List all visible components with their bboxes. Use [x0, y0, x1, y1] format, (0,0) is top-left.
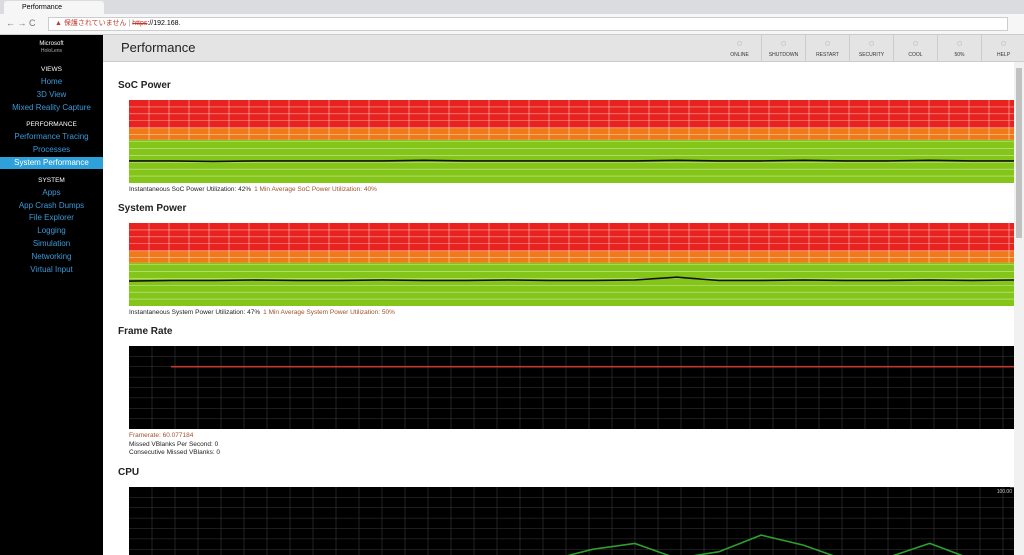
url-scheme: https [132, 20, 148, 27]
nav-link[interactable]: Mixed Reality Capture [12, 102, 91, 112]
header-button[interactable]: COOL [908, 52, 923, 58]
button-icon[interactable]: ◌ [824, 38, 831, 48]
button-icon[interactable]: ◌ [780, 38, 787, 48]
nav-link[interactable]: File Explorer [29, 213, 74, 223]
nav-link[interactable]: Logging [37, 226, 66, 236]
caption: Framerate: 60.077184 [129, 432, 194, 439]
nav-link[interactable]: 3D View [36, 89, 67, 99]
header-button[interactable]: SHUTDOWN [768, 52, 799, 58]
chart [129, 100, 1014, 183]
warning-icon: ▲ [55, 20, 64, 27]
nav-link[interactable]: Virtual Input [30, 264, 73, 274]
security-state: 保護されていません [63, 20, 127, 27]
button-icon[interactable]: ◌ [1000, 38, 1007, 48]
caption: 1 Min Average System Power Utilization: … [263, 309, 395, 316]
series-line [129, 159, 1014, 163]
section-heading: VIEWS [41, 66, 62, 73]
header-button[interactable]: SECURITY [858, 52, 885, 58]
address-bar: ← → C ▲ 保護されていません | https://192.168. [0, 14, 1024, 35]
caption: 1 Min Average SoC Power Utilization: 40% [254, 186, 377, 193]
divider [981, 35, 982, 62]
plot-background [129, 487, 1014, 555]
button-icon[interactable]: ◌ [736, 38, 743, 48]
browser-tab[interactable]: Performance [4, 1, 104, 14]
url: ://192.168. [147, 20, 181, 27]
nav-link[interactable]: System Performance [0, 157, 103, 169]
nav-link[interactable]: Processes [32, 145, 71, 155]
omnibox[interactable]: ▲ 保護されていません | https://192.168. [48, 17, 1008, 31]
band [129, 262, 1014, 306]
header-button[interactable]: ONLINE [730, 52, 749, 58]
nav-link[interactable]: Apps [42, 187, 61, 197]
header-button[interactable]: HELP [996, 52, 1011, 58]
panel-title: Frame Rate [118, 326, 173, 337]
sidebar: Microsoft HoloLens VIEWS Home 3D View Mixed R… [0, 35, 103, 555]
divider [849, 35, 850, 62]
panel-title: System Power [118, 203, 187, 214]
section-heading: PERFORMANCE [26, 121, 77, 129]
divider [893, 35, 894, 62]
section-heading: SYSTEM [38, 176, 65, 184]
divider [761, 35, 762, 62]
header-button[interactable]: 50% [954, 52, 965, 58]
divider [937, 35, 938, 62]
panel-title: SoC Power [118, 80, 171, 91]
button-icon[interactable]: ◌ [868, 38, 875, 48]
page-title: Performance [121, 40, 196, 55]
caption: Instantaneous SoC Power Utilization: 42% [129, 186, 252, 193]
chart [129, 223, 1014, 306]
nav-icons[interactable]: ← → C [6, 18, 36, 28]
logo-line: HoloLens [40, 48, 63, 54]
scroll-thumb[interactable] [1016, 68, 1022, 238]
caption: Consecutive Missed VBlanks: 0 [129, 449, 221, 456]
band [129, 128, 1014, 140]
nav-link[interactable]: Networking [31, 251, 72, 261]
chart [129, 346, 1014, 429]
tab-bar: Performance [0, 0, 1024, 14]
band [129, 251, 1014, 263]
nav-link[interactable]: Home [40, 77, 63, 86]
content: SoC Power Instantaneous SoC Power Utiliza… [103, 62, 1014, 555]
caption: Instantaneous System Power Utilization: … [129, 309, 261, 316]
button-icon[interactable]: ◌ [956, 38, 963, 48]
header-button[interactable]: RESTART [816, 52, 839, 58]
caption: Missed VBlanks Per Second: 0 [129, 440, 219, 448]
scrollbar[interactable] [1014, 62, 1024, 555]
panel-title: CPU [118, 467, 140, 478]
chart: 100.00 [129, 487, 1014, 555]
nav-link[interactable]: Performance Tracing [14, 132, 89, 142]
y-tick-label: 100.00 [997, 489, 1013, 495]
series-line [129, 276, 1014, 282]
nav-link[interactable]: App Crash Dumps [18, 200, 85, 210]
button-icon[interactable]: ◌ [912, 38, 919, 48]
header: Performance ◌ ONLINE ◌ SHUTDOWN ◌ RESTART ◌ SEC… [103, 35, 1024, 62]
divider [805, 35, 806, 62]
logo-line: Microsoft [39, 41, 64, 47]
nav-link[interactable]: Simulation [32, 239, 71, 248]
